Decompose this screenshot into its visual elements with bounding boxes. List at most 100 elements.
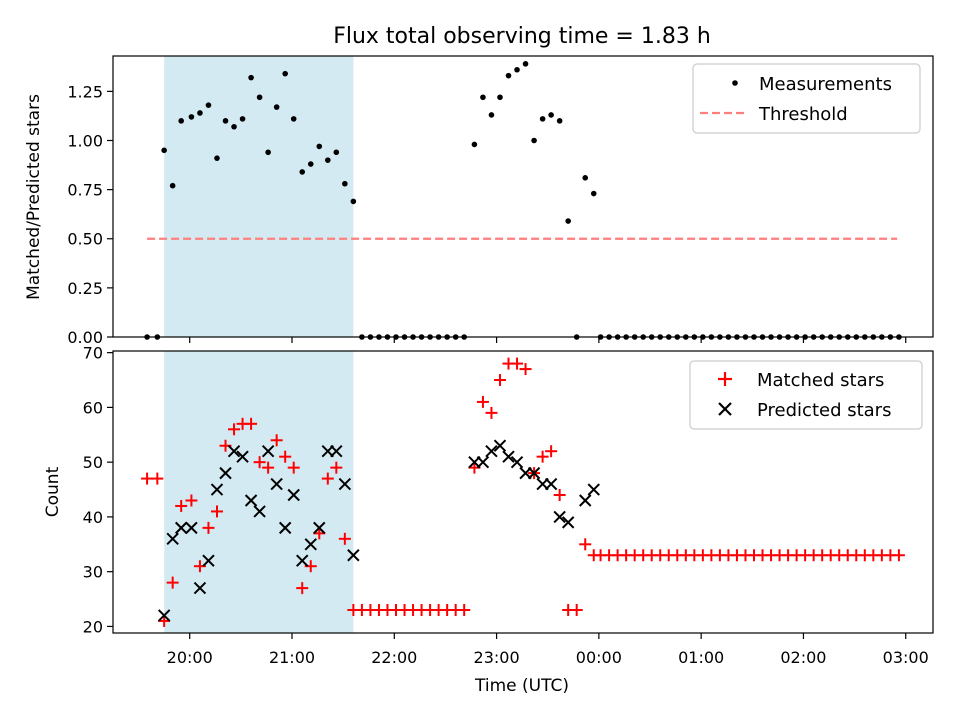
measurement-point (565, 218, 571, 224)
measurement-point (248, 74, 254, 81)
measurement-point (231, 123, 237, 130)
matched-star-point (151, 472, 164, 485)
measurement-point (514, 66, 520, 73)
matched-star-point (279, 450, 292, 463)
x-tick-label: 00:00 (576, 648, 622, 667)
predicted-star-point (330, 444, 343, 458)
matched-star-point (296, 582, 309, 595)
predicted-stars-legend-label: Predicted stars (757, 400, 891, 421)
ratio-y-tick-label: 0.00 (67, 328, 103, 347)
matched-star-point (338, 532, 351, 545)
measurement-point (214, 155, 220, 161)
count-y-tick-label: 40 (83, 508, 103, 527)
measurement-point (539, 116, 546, 122)
measurement-point (471, 141, 478, 148)
measurement-point (273, 104, 280, 110)
matched-star-point (892, 549, 905, 562)
measurement-point (548, 112, 554, 118)
measurement-point (556, 118, 563, 124)
matched-star-point (330, 461, 343, 474)
count-legend: Matched stars Predicted stars (689, 360, 923, 430)
matched-star-point (210, 505, 223, 518)
measurement-point (582, 175, 589, 181)
measurement-point (531, 137, 537, 144)
matched-star-point (545, 445, 558, 458)
measurement-point (239, 116, 246, 122)
count-y-axis-label: Count (43, 466, 63, 517)
predicted-star-point (579, 494, 592, 507)
matched-stars-legend-marker (718, 372, 732, 386)
matched-star-point (202, 521, 215, 534)
predicted-star-point (261, 444, 275, 458)
predicted-star-point (296, 554, 309, 567)
x-tick-label: 01:00 (678, 648, 724, 667)
predicted-star-point (502, 450, 515, 463)
x-tick-label: 03:00 (883, 648, 929, 667)
measurement-point (222, 118, 229, 124)
measurement-point (590, 190, 597, 197)
measurement-point (282, 70, 288, 77)
matched-star-point (253, 456, 266, 469)
measurement-point (169, 182, 176, 189)
predicted-star-point (270, 477, 283, 491)
measurement-point (350, 198, 357, 205)
measurement-point (256, 94, 263, 101)
chart-title: Flux total observing time = 1.83 h (333, 24, 711, 49)
measurement-point (333, 149, 340, 156)
count-y-tick-label: 50 (83, 453, 103, 472)
predicted-star-point (166, 532, 179, 546)
matched-star-point (262, 461, 275, 474)
ratio-y-tick-label: 0.50 (67, 230, 103, 249)
ratio-y-tick-label: 1.00 (67, 131, 103, 150)
predicted-star-point (278, 521, 292, 535)
predicted-star-point (193, 581, 207, 595)
matched-star-point (476, 395, 489, 408)
matched-star-point (287, 461, 300, 474)
predicted-star-point (202, 554, 215, 567)
count-y-tick-label: 20 (83, 617, 103, 636)
matched-stars-legend-label: Matched stars (757, 370, 884, 391)
matched-star-point (270, 434, 283, 447)
measurement-point (299, 169, 306, 175)
matched-star-point (570, 604, 583, 617)
measurement-point (505, 72, 512, 79)
measurement-point (522, 61, 529, 67)
count-panel: 20 30 40 50 60 70 20:00 21:00 22:00 23:00 00:00 01:… (43, 344, 934, 696)
predicted-star-point (338, 477, 352, 491)
measurement-point (161, 147, 167, 154)
observing-window-shade (164, 56, 354, 337)
predicted-star-point (287, 488, 300, 502)
predicted-star-point (587, 483, 600, 496)
matched-star-point (519, 363, 532, 376)
ratio-y-tick-label: 0.75 (67, 181, 103, 200)
predicted-star-point (553, 510, 566, 524)
predicted-star-point (304, 538, 317, 551)
matched-star-point (458, 604, 471, 617)
predicted-star-point (544, 477, 558, 491)
predicted-star-point (527, 466, 541, 480)
matched-star-point (579, 538, 592, 551)
measurement-point (316, 143, 323, 150)
matched-star-point (313, 527, 326, 540)
measurement-point (178, 118, 184, 124)
predicted-star-point (493, 439, 507, 452)
predicted-star-point (253, 505, 266, 518)
matched-star-point (321, 472, 334, 485)
matched-star-point (245, 417, 258, 430)
matched-star-point (175, 499, 188, 512)
matched-stars-points (141, 357, 905, 627)
predicted-star-point (227, 444, 241, 458)
x-tick-label: 21:00 (269, 648, 315, 667)
predicted-star-point (244, 494, 258, 507)
x-tick-label: 23:00 (474, 648, 520, 667)
ratio-y-tick-label: 0.25 (67, 279, 103, 298)
matched-star-point (185, 494, 198, 507)
count-y-tick-label: 60 (83, 398, 103, 417)
measurement-point (497, 94, 503, 101)
measurement-point (325, 157, 331, 163)
ratio-y-axis-label: Matched/Predicted stars (24, 94, 44, 300)
ratio-legend: Measurements Threshold (692, 63, 921, 134)
matched-star-point (553, 489, 566, 502)
predicted-star-point (347, 549, 360, 562)
